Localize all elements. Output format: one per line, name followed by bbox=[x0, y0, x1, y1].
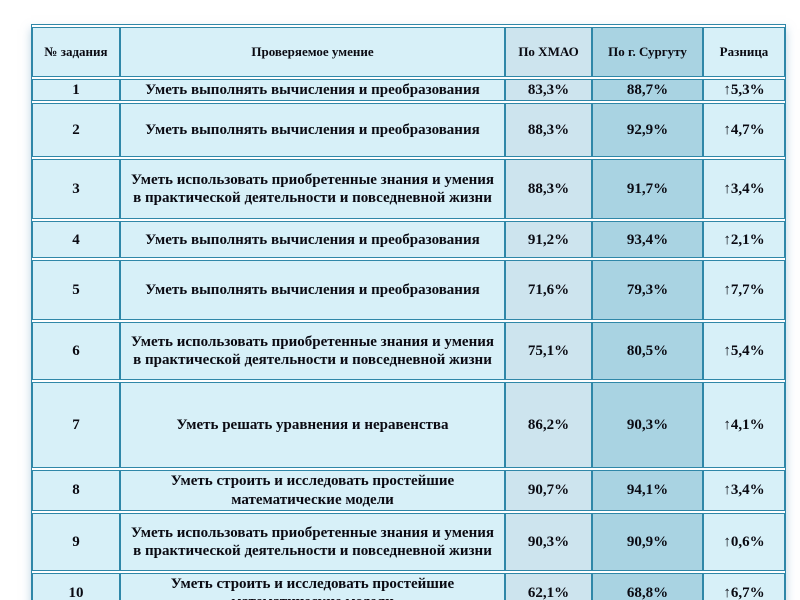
difference-value-cell: ↑7,7% bbox=[703, 260, 785, 321]
surgut-value-cell: 94,1% bbox=[592, 470, 703, 511]
difference-value-cell: ↑3,4% bbox=[703, 159, 785, 220]
skill-cell: Уметь выполнять вычисления и преобразова… bbox=[120, 221, 505, 259]
skill-cell: Уметь строить и исследовать простейшие м… bbox=[120, 470, 505, 511]
task-number-cell: 8 bbox=[32, 470, 120, 511]
surgut-value-cell: 90,9% bbox=[592, 512, 703, 571]
hmao-value-cell: 88,3% bbox=[505, 159, 592, 220]
task-number-cell: 10 bbox=[32, 572, 120, 600]
surgut-value-cell: 80,5% bbox=[592, 322, 703, 381]
skill-cell: Уметь строить и исследовать простейшие м… bbox=[120, 572, 505, 600]
difference-value-cell: ↑4,7% bbox=[703, 103, 785, 158]
surgut-value-cell: 68,8% bbox=[592, 572, 703, 600]
table-row: 4 Уметь выполнять вычисления и преобразо… bbox=[32, 221, 785, 259]
col-header-hmao: По ХМАО bbox=[505, 27, 592, 77]
surgut-value-cell: 91,7% bbox=[592, 159, 703, 220]
hmao-value-cell: 91,2% bbox=[505, 221, 592, 259]
skill-cell: Уметь использовать приобретенные знания … bbox=[120, 512, 505, 571]
difference-value-cell: ↑3,4% bbox=[703, 470, 785, 511]
hmao-value-cell: 90,7% bbox=[505, 470, 592, 511]
hmao-value-cell: 75,1% bbox=[505, 322, 592, 381]
surgut-value-cell: 92,9% bbox=[592, 103, 703, 158]
task-number-cell: 4 bbox=[32, 221, 120, 259]
results-table: № задания Проверяемое умение По ХМАО По … bbox=[31, 24, 786, 600]
table-row: 8 Уметь строить и исследовать простейшие… bbox=[32, 470, 785, 511]
table-row: 1 Уметь выполнять вычисления и преобразо… bbox=[32, 79, 785, 102]
table-row: 5 Уметь выполнять вычисления и преобразо… bbox=[32, 260, 785, 321]
hmao-value-cell: 83,3% bbox=[505, 79, 592, 102]
skill-cell: Уметь решать уравнения и неравенства bbox=[120, 382, 505, 469]
task-number-cell: 2 bbox=[32, 103, 120, 158]
surgut-value-cell: 88,7% bbox=[592, 79, 703, 102]
skill-cell: Уметь выполнять вычисления и преобразова… bbox=[120, 103, 505, 158]
difference-value-cell: ↑2,1% bbox=[703, 221, 785, 259]
hmao-value-cell: 90,3% bbox=[505, 512, 592, 571]
skill-cell: Уметь выполнять вычисления и преобразова… bbox=[120, 260, 505, 321]
task-number-cell: 7 bbox=[32, 382, 120, 469]
surgut-value-cell: 93,4% bbox=[592, 221, 703, 259]
difference-value-cell: ↑0,6% bbox=[703, 512, 785, 571]
hmao-value-cell: 62,1% bbox=[505, 572, 592, 600]
col-header-difference: Разница bbox=[703, 27, 785, 77]
skill-cell: Уметь выполнять вычисления и преобразова… bbox=[120, 79, 505, 102]
task-number-cell: 1 bbox=[32, 79, 120, 102]
hmao-value-cell: 71,6% bbox=[505, 260, 592, 321]
hmao-value-cell: 86,2% bbox=[505, 382, 592, 469]
task-number-cell: 5 bbox=[32, 260, 120, 321]
surgut-value-cell: 90,3% bbox=[592, 382, 703, 469]
table-row: 7 Уметь решать уравнения и неравенства 8… bbox=[32, 382, 785, 469]
hmao-value-cell: 88,3% bbox=[505, 103, 592, 158]
task-number-cell: 6 bbox=[32, 322, 120, 381]
task-number-cell: 9 bbox=[32, 512, 120, 571]
task-number-cell: 3 bbox=[32, 159, 120, 220]
table-row: 6 Уметь использовать приобретенные знани… bbox=[32, 322, 785, 381]
skill-cell: Уметь использовать приобретенные знания … bbox=[120, 159, 505, 220]
difference-value-cell: ↑5,4% bbox=[703, 322, 785, 381]
table-row: 2 Уметь выполнять вычисления и преобразо… bbox=[32, 103, 785, 158]
surgut-value-cell: 79,3% bbox=[592, 260, 703, 321]
col-header-surgut: По г. Сургуту bbox=[592, 27, 703, 77]
header-row: № задания Проверяемое умение По ХМАО По … bbox=[32, 27, 785, 77]
difference-value-cell: ↑6,7% bbox=[703, 572, 785, 600]
col-header-task-number: № задания bbox=[32, 27, 120, 77]
table-row: 3 Уметь использовать приобретенные знани… bbox=[32, 159, 785, 220]
table-row: 9 Уметь использовать приобретенные знани… bbox=[32, 512, 785, 571]
col-header-skill: Проверяемое умение bbox=[120, 27, 505, 77]
skill-cell: Уметь использовать приобретенные знания … bbox=[120, 322, 505, 381]
difference-value-cell: ↑5,3% bbox=[703, 79, 785, 102]
table-row: 10 Уметь строить и исследовать простейши… bbox=[32, 572, 785, 600]
difference-value-cell: ↑4,1% bbox=[703, 382, 785, 469]
